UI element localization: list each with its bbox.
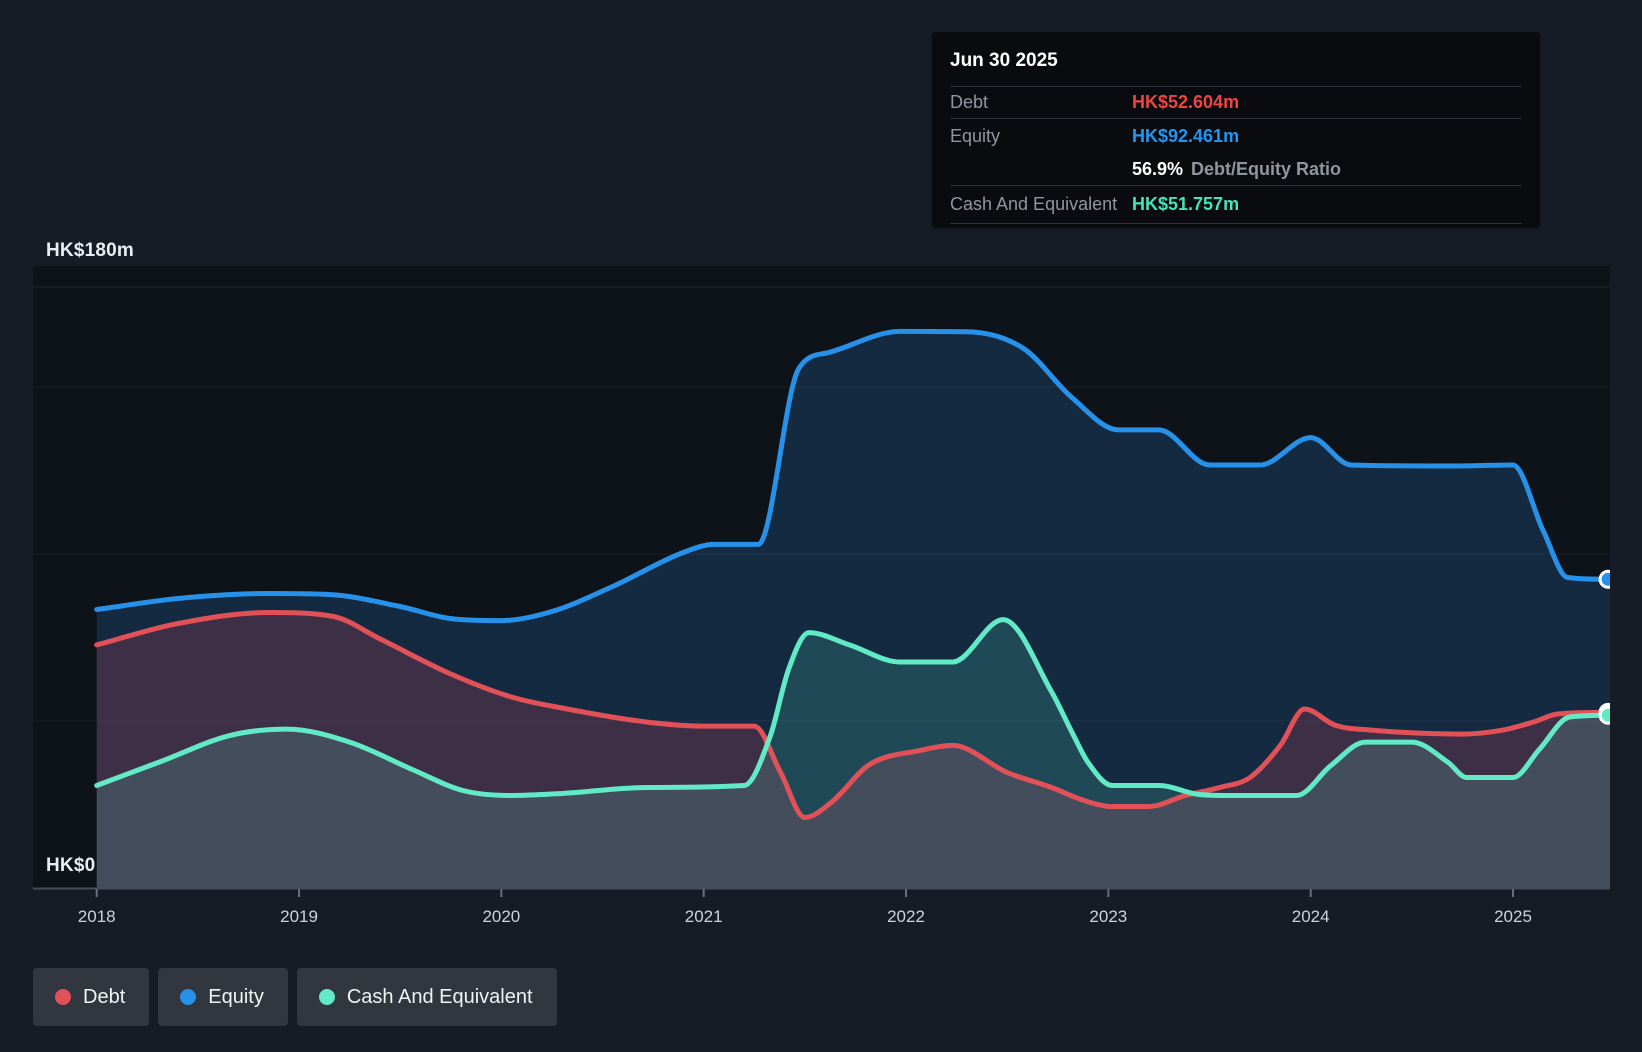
svg-text:2022: 2022	[887, 907, 925, 926]
svg-text:2024: 2024	[1292, 907, 1330, 926]
tooltip-equity-label: Equity	[950, 125, 1001, 146]
svg-text:2018: 2018	[78, 907, 116, 926]
legend-chip-equity[interactable]: Equity	[158, 968, 288, 1026]
tooltip-ratio-value: 56.9%	[1132, 158, 1184, 179]
debt-series-dot-icon	[55, 989, 71, 1005]
y-axis-label-max: HK$180m	[46, 240, 135, 261]
tooltip-row-debt: Debt HK$52.604m	[950, 86, 1522, 118]
svg-text:2023: 2023	[1089, 907, 1127, 926]
tooltip-row-ratio: 56.9% Debt/Equity Ratio	[950, 153, 1522, 185]
svg-text:2025: 2025	[1494, 907, 1532, 926]
legend-chip-cash[interactable]: Cash And Equivalent	[296, 968, 557, 1026]
y-axis-label-zero: HK$0	[46, 855, 96, 876]
legend-chip-debt-label: Debt	[83, 985, 126, 1008]
tooltip-ratio-label: Debt/Equity Ratio	[1191, 158, 1342, 179]
tooltip-row-cash: Cash And Equivalent HK$51.757m	[950, 185, 1522, 224]
tooltip-equity-value: HK$92.461m	[1132, 125, 1240, 146]
legend-chip-debt[interactable]: Debt	[33, 968, 150, 1026]
tooltip-cash-value: HK$51.757m	[1132, 194, 1240, 214]
tooltip-debt-value: HK$52.604m	[1132, 92, 1240, 112]
tooltip-row-equity: Equity HK$92.461m	[950, 118, 1522, 153]
tooltip-date: Jun 30 2025	[950, 50, 1058, 71]
svg-text:2021: 2021	[685, 907, 723, 926]
legend-chip-equity-label: Equity	[208, 985, 264, 1008]
legend: Debt Equity Cash And Equivalent	[33, 968, 557, 1026]
tooltip-debt-label: Debt	[950, 92, 989, 112]
svg-text:2019: 2019	[280, 907, 318, 926]
equity-series-dot-icon	[180, 989, 197, 1005]
tooltip-cash-label: Cash And Equivalent	[950, 194, 1118, 214]
tooltip: Jun 30 2025 Debt HK$52.604m Equity HK$92…	[932, 32, 1540, 228]
cash-series-dot-icon	[318, 989, 335, 1005]
legend-chip-cash-label: Cash And Equivalent	[346, 985, 533, 1008]
svg-text:2020: 2020	[482, 907, 520, 926]
